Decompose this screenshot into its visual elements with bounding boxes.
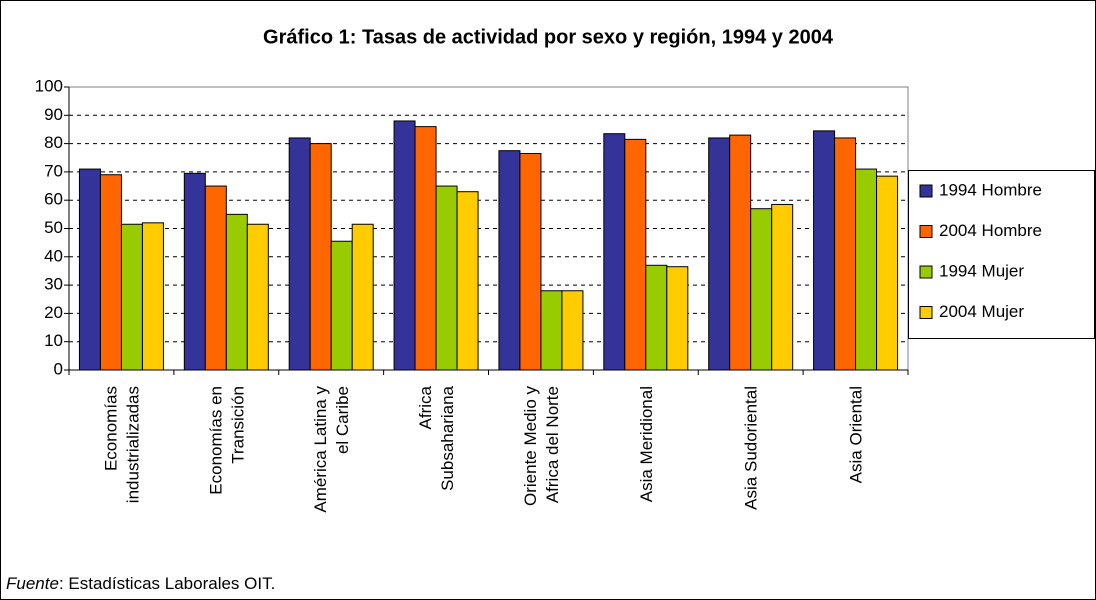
legend-label: 1994 Hombre [939,180,1042,199]
x-tick-label: Oriente Medio y Africa del Norte [521,386,562,506]
bar [204,185,227,371]
bar [141,222,164,371]
x-tick-label: Economías en Transición [206,386,247,495]
legend-label: 2004 Mujer [939,302,1024,321]
x-tick-label: América Latina y el Caribe [311,386,352,513]
bar [498,150,521,371]
bar [120,223,143,371]
x-tick-label: Asia Oriental [847,386,866,483]
bar [225,213,248,371]
source-text: : Estadísticas Laborales OIT. [59,574,275,593]
bar [414,126,437,371]
bar [834,137,857,371]
x-tick-label: Economías industrializadas [101,386,142,503]
bar [813,130,836,371]
bar [351,223,374,371]
bar [246,223,269,371]
y-tick-label: 90 [44,105,63,124]
legend-swatch [919,265,933,279]
x-tick-label: Africa Subsahariana [416,385,457,490]
bar [330,240,353,371]
bar [876,175,899,371]
bar [624,138,647,371]
source-note: Fuente: Estadísticas Laborales OIT. [6,574,275,593]
y-tick-label: 70 [44,161,63,180]
y-tick-label: 100 [35,76,63,95]
legend-swatch [919,184,933,198]
bar [309,143,332,371]
bar [750,208,773,371]
bar [435,185,458,371]
bar [393,120,416,371]
bar [729,134,752,371]
bar [855,168,878,371]
bar [603,133,626,371]
y-tick-label: 30 [44,275,63,294]
bar [771,203,794,371]
y-tick-label: 50 [44,218,63,237]
y-tick-label: 80 [44,133,63,152]
source-label: Fuente [6,574,59,593]
bar [288,137,311,371]
y-tick-label: 20 [44,303,63,322]
bar [561,290,584,371]
legend-swatch [919,306,933,319]
legend-swatch [919,225,933,238]
legend-label: 2004 Hombre [939,221,1042,240]
bar [708,137,731,371]
bar [99,174,122,371]
y-tick-label: 10 [44,331,63,350]
bar [645,264,668,371]
y-tick-label: 0 [54,359,63,378]
bar [183,172,206,371]
x-tick-label: Asia Sudoriental [742,386,761,510]
chart-title: Gráfico 1: Tasas de actividad por sexo y… [263,26,834,48]
y-tick-label: 40 [44,246,63,265]
bar [666,266,689,371]
legend [908,170,1095,339]
legend-label: 1994 Mujer [939,261,1024,280]
bar [78,168,101,371]
y-tick-label: 60 [44,190,63,209]
x-tick-label: Asia Meridional [637,386,656,502]
bar [540,290,563,371]
bar [456,191,479,371]
bar [519,153,542,371]
